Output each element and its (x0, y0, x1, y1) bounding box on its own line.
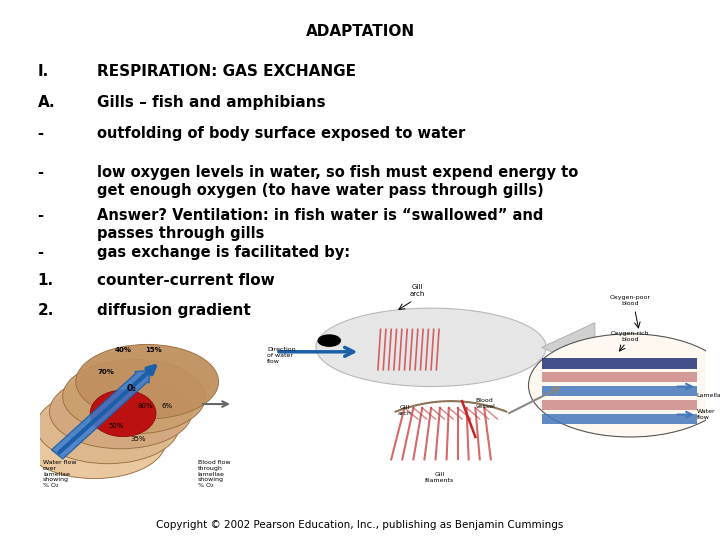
Text: Oxygen-poor
blood: Oxygen-poor blood (610, 295, 651, 306)
Text: diffusion gradient: diffusion gradient (97, 303, 251, 319)
Text: -: - (37, 126, 43, 141)
FancyArrow shape (541, 386, 697, 396)
Ellipse shape (23, 404, 166, 478)
Ellipse shape (90, 390, 156, 437)
Text: RESPIRATION: GAS EXCHANGE: RESPIRATION: GAS EXCHANGE (97, 64, 356, 79)
Text: 35%: 35% (130, 436, 146, 442)
Text: 2.: 2. (37, 303, 54, 319)
Text: 70%: 70% (97, 369, 114, 375)
Text: Gills – fish and amphibians: Gills – fish and amphibians (97, 95, 326, 110)
Text: 15%: 15% (145, 347, 162, 353)
Ellipse shape (76, 345, 219, 419)
Ellipse shape (63, 359, 205, 434)
Text: Water
flow: Water flow (697, 409, 716, 420)
FancyArrow shape (541, 400, 697, 410)
Text: A.: A. (37, 95, 55, 110)
Ellipse shape (316, 308, 546, 387)
Text: -: - (37, 208, 43, 224)
FancyArrow shape (541, 414, 697, 424)
Text: Oxygen-rich
blood: Oxygen-rich blood (611, 331, 649, 342)
Text: Gill
arch: Gill arch (397, 405, 411, 416)
Text: O₂: O₂ (127, 384, 137, 393)
Text: ADAPTATION: ADAPTATION (305, 24, 415, 39)
Text: -: - (37, 165, 43, 180)
Ellipse shape (36, 389, 179, 464)
Text: Copyright © 2002 Pearson Education, Inc., publishing as Benjamin Cummings: Copyright © 2002 Pearson Education, Inc.… (156, 520, 564, 530)
Text: 1.: 1. (37, 273, 53, 288)
Text: counter-current flow: counter-current flow (97, 273, 275, 288)
Text: Answer? Ventilation: in fish water is “swallowed” and
passes through gills: Answer? Ventilation: in fish water is “s… (97, 208, 544, 241)
Text: 40%: 40% (114, 347, 132, 353)
Text: -: - (37, 245, 43, 260)
Text: 6%: 6% (161, 403, 173, 409)
FancyArrow shape (541, 359, 697, 368)
Text: Blood
vessel: Blood vessel (475, 398, 495, 409)
Circle shape (318, 335, 341, 346)
Text: I.: I. (37, 64, 49, 79)
FancyArrow shape (52, 370, 150, 459)
Text: Direction
of water
flow: Direction of water flow (267, 347, 296, 364)
Text: Gill
filaments: Gill filaments (426, 472, 454, 483)
Text: low oxygen levels in water, so fish must expend energy to
get enough oxygen (to : low oxygen levels in water, so fish must… (97, 165, 578, 198)
Polygon shape (541, 323, 595, 372)
Text: Water flow
over
lamellae
showing
% O₂: Water flow over lamellae showing % O₂ (43, 460, 76, 488)
FancyArrow shape (541, 372, 697, 382)
Ellipse shape (50, 374, 192, 449)
Text: Gill
arch: Gill arch (410, 284, 426, 297)
Text: outfolding of body surface exposed to water: outfolding of body surface exposed to wa… (97, 126, 465, 141)
Text: gas exchange is facilitated by:: gas exchange is facilitated by: (97, 245, 351, 260)
Circle shape (528, 334, 720, 437)
Text: Lamella: Lamella (697, 393, 720, 397)
Text: 50%: 50% (109, 423, 125, 429)
Text: Blood flow
through
lamellae
showing
% O₂: Blood flow through lamellae showing % O₂ (198, 460, 230, 488)
Text: 80%: 80% (138, 403, 153, 409)
